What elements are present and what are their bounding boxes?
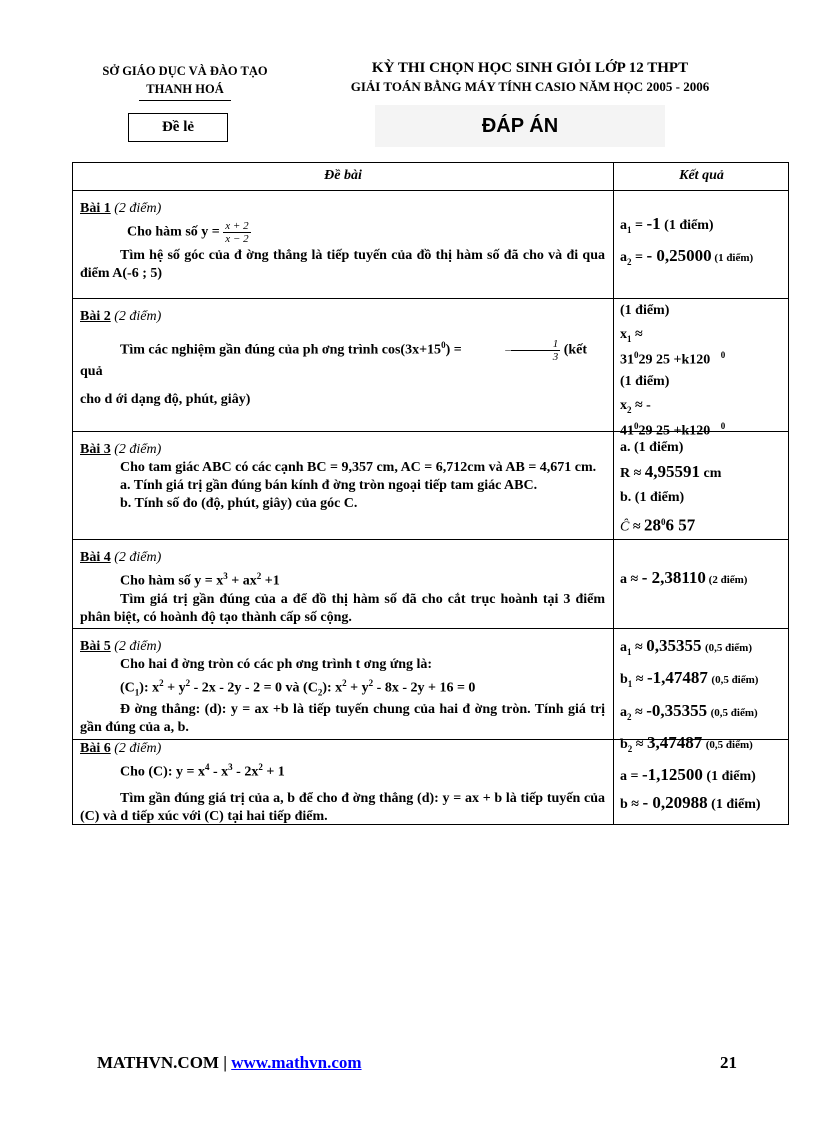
row-bai-6: Bài 6 (2 điểm) Cho (C): y = x4 - x3 - 2x… [73, 739, 788, 826]
column-divider [613, 163, 614, 824]
problem-title: Bài 3 [80, 442, 111, 457]
result: a ≈ - 2,38110 (2 điểm) [620, 568, 748, 588]
problem-text: (C1): x2 + y2 - 2x - 2y - 2 = 0 và (C2):… [120, 678, 476, 698]
result: a1 ≈ 0,35355 (0,5 điểm) b1 ≈ -1,47487 (0… [620, 636, 759, 754]
problem-text: Tìm hệ số góc của đ ờng thẳng là tiếp tu… [80, 248, 605, 281]
header-problem: Đề bài [324, 168, 362, 183]
footer: MATHVN.COM | www.mathvn.com [97, 1053, 362, 1073]
exam-header: KỲ THI CHỌN HỌC SINH GIỎI LỚP 12 THPT GI… [300, 58, 760, 96]
divider [139, 100, 231, 101]
problem-text: Cho tam giác ABC có các cạnh BC = 9,357 … [120, 460, 597, 475]
site-link[interactable]: www.mathvn.com [231, 1053, 362, 1072]
problem-text: Tìm giá trị gần đúng của a để đồ thị hàm… [80, 591, 605, 625]
exam-subtitle: GIẢI TOÁN BẰNG MÁY TÍNH CASIO NĂM HỌC 20… [350, 79, 710, 94]
department: SỞ GIÁO DỤC VÀ ĐÀO TẠO [102, 64, 268, 78]
points: (2 điểm) [114, 309, 162, 324]
problem-text: Cho (C): y = x4 - x3 - 2x2 + 1 [120, 762, 285, 780]
problem-title: Bài 2 [80, 309, 111, 324]
row-bai-4: Bài 4 (2 điểm) Cho hàm số y = x3 + ax2 +… [73, 539, 788, 629]
row-bai-3: Bài 3 (2 điểm) Cho tam giác ABC có các c… [73, 431, 788, 540]
answer-table: Đề bài Kết quả Bài 1 (2 điểm) Cho hàm số… [72, 162, 789, 825]
page-number: 21 [720, 1053, 737, 1072]
points: (2 điểm) [114, 442, 162, 457]
result: (1 điểm) x1 ≈ 31029 25 +k120 0 (1 điểm) … [620, 303, 726, 439]
problem-title: Bài 6 [80, 741, 111, 756]
exam-title: KỲ THI CHỌN HỌC SINH GIỎI LỚP 12 THPT [371, 60, 689, 76]
problem-text: b. Tính số đo (độ, phút, giây) của góc C… [120, 496, 358, 511]
problem-text: Cho hàm số y = x3 + ax2 +1 [120, 571, 280, 589]
header-result: Kết quả [679, 168, 724, 183]
points: (2 điểm) [114, 550, 162, 565]
province: THANH HOÁ [146, 82, 224, 96]
points: (2 điểm) [114, 741, 162, 756]
problem-title: Bài 4 [80, 550, 111, 565]
variant-box: Đề lẻ [128, 113, 228, 142]
department-header: SỞ GIÁO DỤC VÀ ĐÀO TẠO THANH HOÁ [80, 62, 290, 101]
result: a. (1 điểm) R ≈ 4,95591 cm b. (1 điểm) Ĉ… [620, 440, 722, 535]
result: a = -1,12500 (1 điểm) b ≈ - 0,20988 (1 đ… [620, 765, 761, 812]
problem-text: Đ ờng thẳng: (d): y = ax +b là tiếp tuyế… [80, 702, 605, 736]
problem-text: cho d ới dạng độ, phút, giây) [80, 391, 251, 407]
answer-title: ĐÁP ÁN [375, 105, 665, 147]
row-bai-2: Bài 2 (2 điểm) Tìm các nghiệm gần đúng c… [73, 298, 788, 439]
problem-text: Cho hai đ ờng tròn có các ph ơng trình t… [120, 657, 433, 672]
problem-title: Bài 1 [80, 201, 111, 216]
problem-title: Bài 5 [80, 639, 111, 654]
problem-text: Tìm các nghiệm gần đúng của ph ơng trình… [80, 337, 588, 379]
row-bai-5: Bài 5 (2 điểm) Cho hai đ ờng tròn có các… [73, 628, 788, 754]
problem-text: Cho hàm số y = [127, 224, 224, 240]
points: (2 điểm) [114, 639, 162, 654]
problem-text: a. Tính giá trị gần đúng bán kính đ ờng … [120, 478, 538, 493]
problem-text: Tìm gần đúng giá trị của a, b để cho đ ờ… [80, 790, 605, 824]
points: (2 điểm) [114, 201, 162, 216]
result: a1 = -1 (1 điểm) a2 = - 0,25000 (1 điểm) [620, 214, 754, 267]
site-name: MATHVN.COM | [97, 1053, 232, 1072]
